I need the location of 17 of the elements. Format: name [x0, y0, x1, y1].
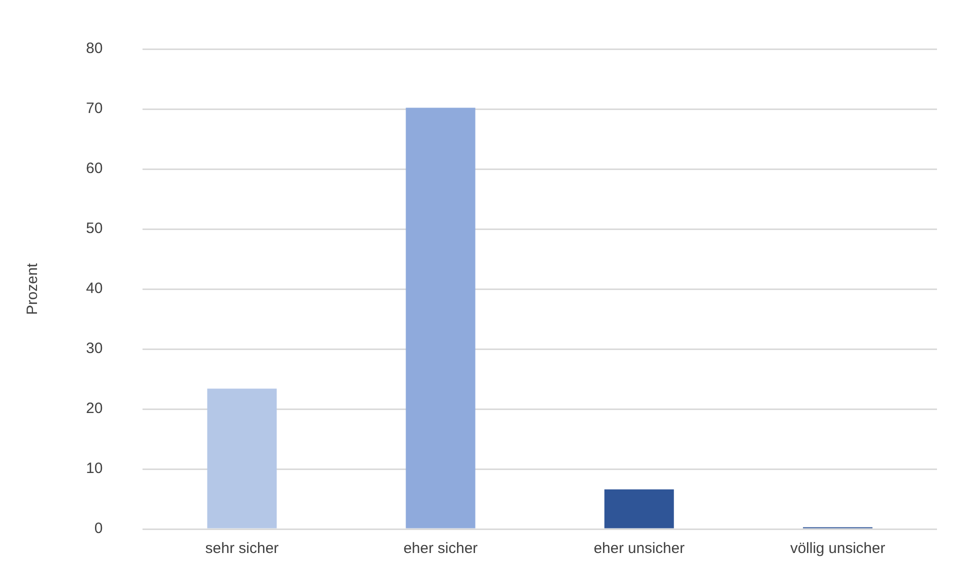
- y-tick-label: 80: [86, 40, 103, 58]
- x-tick-label: eher sicher: [403, 540, 478, 558]
- bar: [604, 489, 674, 528]
- y-tick-label: 70: [86, 100, 103, 118]
- y-tick-label: 20: [86, 400, 103, 418]
- bar: [406, 108, 476, 528]
- x-tick-label: eher unsicher: [594, 540, 685, 558]
- y-tick-label: 10: [86, 460, 103, 478]
- y-axis-title: Prozent: [24, 262, 42, 315]
- y-tick-label: 60: [86, 160, 103, 178]
- y-tick-label: 0: [94, 520, 103, 538]
- y-tick-label: 50: [86, 220, 103, 238]
- y-tick-label: 30: [86, 340, 103, 358]
- x-tick-label: sehr sicher: [205, 540, 279, 558]
- x-tick-label: völlig unsicher: [790, 540, 886, 558]
- y-tick-label: 40: [86, 280, 103, 298]
- bar: [207, 388, 277, 528]
